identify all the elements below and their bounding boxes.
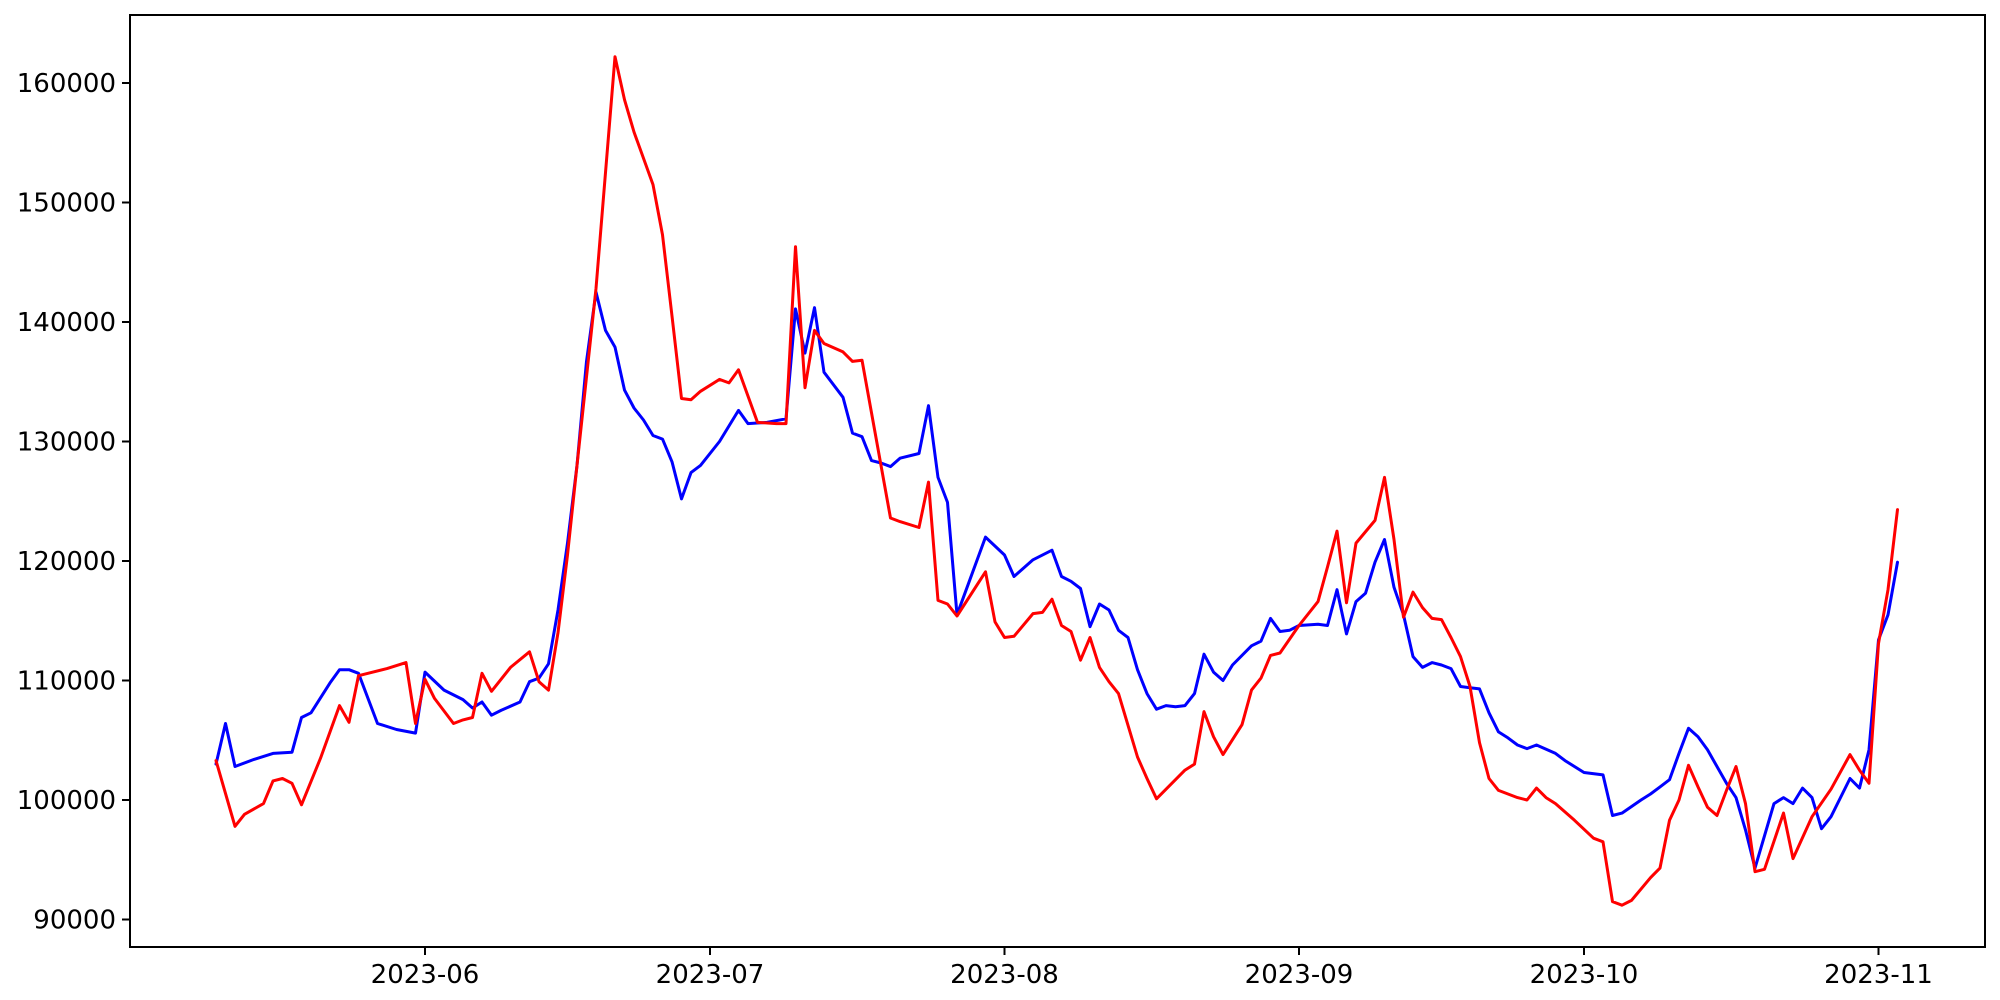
- y-tick-label: 150000: [17, 189, 116, 219]
- y-tick-label: 110000: [17, 667, 116, 697]
- x-tick-label: 2023-06: [371, 960, 480, 990]
- x-tick-label: 2023-07: [656, 960, 765, 990]
- y-tick-label: 100000: [17, 786, 116, 816]
- blue-series-line: [214, 290, 1899, 870]
- x-tick-label: 2023-10: [1530, 960, 1639, 990]
- x-tick-label: 2023-08: [950, 960, 1059, 990]
- y-tick-label: 130000: [17, 428, 116, 458]
- y-tick-label: 160000: [17, 69, 116, 99]
- x-tick-label: 2023-11: [1824, 960, 1933, 990]
- y-tick-label: 120000: [17, 547, 116, 577]
- red-series-line: [214, 55, 1899, 907]
- y-tick-label: 140000: [17, 308, 116, 338]
- plot-frame: [129, 14, 1986, 948]
- x-tick-label: 2023-09: [1245, 960, 1354, 990]
- y-tick-label: 90000: [33, 906, 116, 936]
